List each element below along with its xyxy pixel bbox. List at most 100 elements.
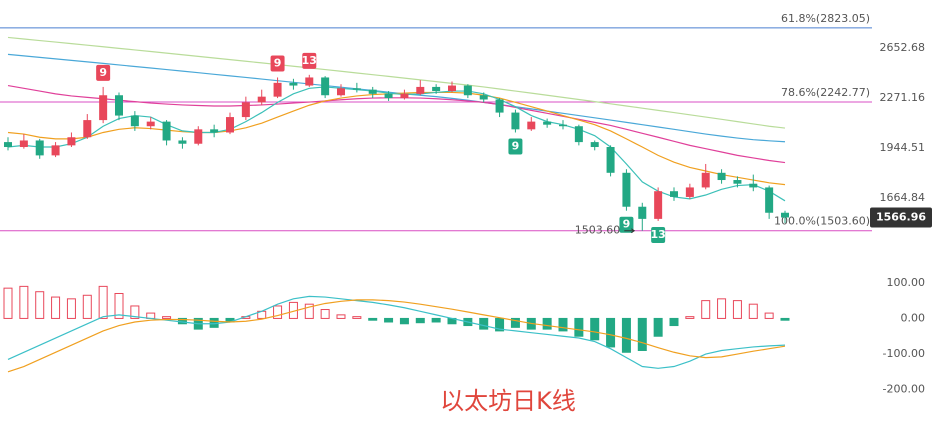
candle-body (511, 112, 520, 130)
macd-bar (273, 305, 283, 319)
candle-body (574, 126, 583, 143)
macd-bar (114, 292, 124, 319)
macd-bar (717, 298, 727, 319)
candle-body (432, 86, 441, 92)
candle-body (479, 95, 488, 100)
candle-body (670, 191, 678, 197)
signal-box (302, 52, 317, 69)
macd-line (7, 295, 786, 369)
candle-body (226, 117, 234, 133)
macd-bar (685, 316, 695, 319)
candle-body (35, 140, 44, 156)
macd-bar (384, 317, 394, 323)
macd-bar (3, 287, 13, 319)
fib-label: 61.8%(2823.05) (781, 12, 870, 25)
moving-average (7, 84, 786, 164)
candle-body (4, 142, 12, 148)
candle-body (654, 191, 663, 219)
signal-label: 9 (274, 56, 282, 69)
candle-body (622, 172, 631, 207)
candle-body (257, 96, 266, 103)
low-label: 1503.60 (575, 224, 621, 237)
macd-bar (606, 317, 616, 348)
candle-body (749, 183, 758, 188)
y-tick-label: 2652.68 (880, 41, 926, 54)
candle-body (685, 187, 694, 197)
fib-label: 100.0%(1503.60) (774, 215, 870, 228)
last-price-label: 1566.96 (876, 210, 926, 223)
macd-bar (415, 317, 425, 324)
candle-body (416, 86, 425, 94)
y-tick-label: -100.00 (883, 347, 925, 360)
macd-bar (574, 317, 584, 337)
candle-body (638, 206, 647, 219)
candle-body (400, 93, 409, 99)
y-tick-label: 100.00 (887, 276, 926, 289)
macd-bar (542, 317, 552, 330)
candle-body (463, 85, 472, 96)
candle-body (543, 121, 552, 125)
candle-body (781, 212, 789, 218)
macd-bar (590, 317, 600, 341)
signal-label: 9 (512, 139, 520, 152)
candle-body (210, 129, 219, 133)
fib-label: 78.6%(2242.77) (781, 86, 870, 99)
y-tick-label: 2271.16 (880, 91, 926, 104)
moving-average (7, 86, 786, 202)
signal-box (270, 55, 285, 72)
macd-line (7, 299, 786, 373)
candle-body (67, 137, 76, 146)
candle-body (321, 77, 330, 96)
candle-body (590, 142, 599, 148)
macd-bar (748, 303, 758, 319)
macd-bar (495, 317, 505, 332)
low-arrow (624, 228, 636, 234)
macd-bar (51, 296, 61, 319)
candle-body (19, 140, 28, 148)
signal-label: 13 (302, 54, 317, 67)
macd-bar (701, 300, 711, 319)
y-tick-label: -200.00 (883, 383, 925, 396)
candle-body (559, 124, 567, 127)
signal-box (508, 138, 523, 155)
candle-body (115, 95, 123, 116)
macd-bar (637, 317, 647, 351)
macd-bar (130, 305, 140, 319)
candle-body (178, 140, 187, 144)
macd-bar (304, 303, 314, 319)
macd-bar (479, 317, 489, 330)
signal-box (96, 64, 111, 81)
signal-box (651, 226, 666, 243)
candle-body (352, 88, 361, 90)
chart-title: 以太坊日K线 (440, 387, 576, 415)
candle-body (99, 95, 108, 121)
candle-body (146, 121, 155, 127)
candle-body (194, 129, 203, 144)
candle-body (527, 121, 536, 130)
macd-bar (19, 285, 29, 319)
candle-body (765, 187, 774, 213)
macd-bar (352, 316, 362, 319)
macd-bar (558, 317, 568, 332)
macd-bar (669, 317, 679, 327)
signal-label: 9 (623, 218, 631, 231)
y-tick-label: 1664.84 (880, 191, 926, 204)
candle-body (733, 180, 742, 184)
candle-body (305, 77, 314, 86)
macd-bar (162, 316, 172, 319)
candle-body (717, 172, 726, 181)
candle-body (448, 85, 456, 92)
moving-average (7, 91, 786, 186)
candle-body (384, 93, 393, 99)
macd-bar (320, 309, 330, 319)
signal-box (619, 216, 634, 233)
y-tick-label: 1944.51 (880, 141, 926, 154)
candle-body (606, 147, 615, 173)
macd-bar (399, 317, 409, 325)
macd-bar (732, 300, 742, 319)
last-price-tag (870, 207, 932, 228)
macd-bar (368, 317, 378, 321)
macd-bar (98, 285, 108, 319)
macd-bar (82, 294, 92, 319)
